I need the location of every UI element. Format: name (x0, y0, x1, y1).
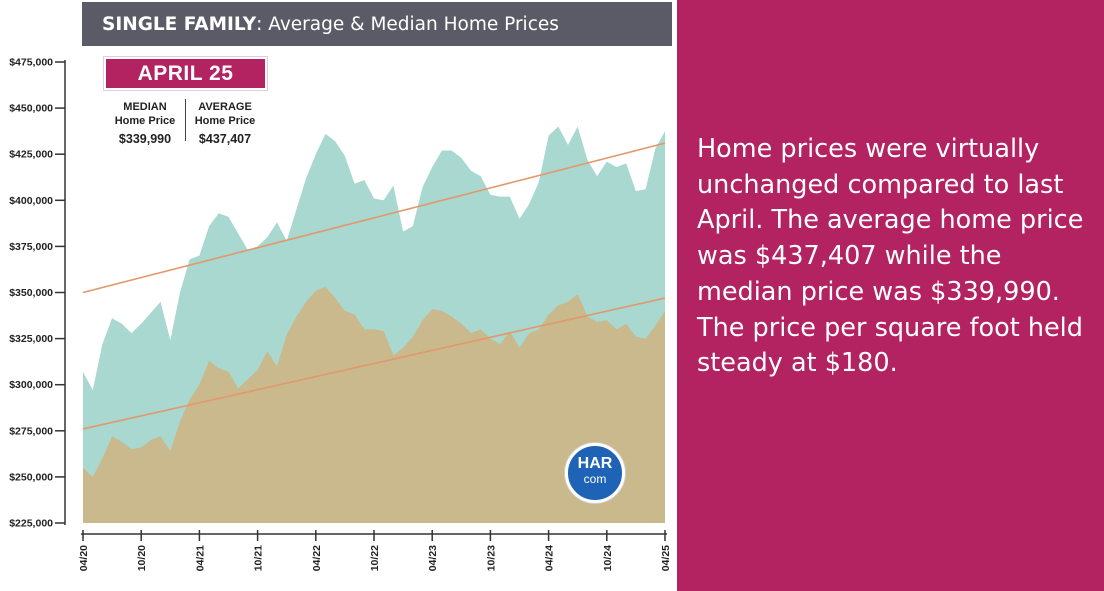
har-logo: HAR com (565, 443, 625, 503)
chart-title-rest: : Average & Median Home Prices (256, 13, 559, 35)
x-tick-label: 04/22 (311, 545, 323, 571)
x-tick-label: 10/22 (369, 545, 381, 571)
har-logo-text: HAR (577, 455, 613, 472)
average-stat-sublabel: Home Price (194, 115, 256, 127)
x-tick-label: 04/25 (660, 545, 672, 571)
summary-panel: Home prices were virtually unchanged com… (677, 0, 1104, 591)
x-tick-label: 10/23 (485, 545, 497, 571)
y-tick-label: $225,000 (9, 518, 53, 530)
median-trend-line (82, 297, 666, 430)
y-tick-label: $400,000 (9, 195, 53, 207)
x-tick-label: 04/23 (427, 545, 439, 571)
y-tick-label: $475,000 (9, 57, 53, 69)
y-tick-label: $450,000 (9, 103, 53, 115)
average-stat-value: $437,407 (198, 132, 252, 146)
series-median-area (83, 287, 665, 523)
average-trend-line (82, 142, 666, 294)
median-stat-value: $339,990 (118, 132, 172, 146)
y-tick-label: $300,000 (9, 379, 53, 391)
y-tick-label: $375,000 (9, 241, 53, 253)
y-tick-label: $350,000 (9, 287, 53, 299)
stats-divider (185, 99, 186, 141)
summary-text: Home prices were virtually unchanged com… (697, 134, 1084, 379)
y-tick-label: $425,000 (9, 149, 53, 161)
y-tick-label: $250,000 (9, 471, 53, 483)
y-tick-label: $325,000 (9, 333, 53, 345)
chart-title-bold: SINGLE FAMILY (102, 13, 257, 35)
x-tick-label: 10/24 (602, 545, 614, 571)
stats-box: MEDIAN Home Price $339,990 AVERAGE Home … (104, 96, 266, 176)
chart: $225,000 $250,000 $275,000 $300,000 $325,000… (9, 56, 672, 572)
median-stat-sublabel: Home Price (114, 115, 176, 127)
period-badge: APRIL 25 (104, 57, 267, 90)
x-tick-label: 04/21 (194, 545, 206, 571)
x-tick-label: 10/20 (136, 545, 148, 571)
median-stat-label: MEDIAN (123, 101, 167, 113)
x-tick-label: 10/21 (253, 545, 265, 571)
chart-title: SINGLE FAMILY: Average & Median Home Pri… (82, 2, 672, 46)
median-stat: MEDIAN Home Price $339,990 (106, 100, 184, 148)
x-tick-label: 04/24 (544, 545, 556, 571)
x-tick-label: 04/20 (78, 545, 90, 571)
har-logo-subtext: com (583, 472, 607, 486)
y-tick-label: $275,000 (9, 425, 53, 437)
average-stat: AVERAGE Home Price $437,407 (186, 100, 264, 148)
average-stat-label: AVERAGE (198, 101, 252, 113)
